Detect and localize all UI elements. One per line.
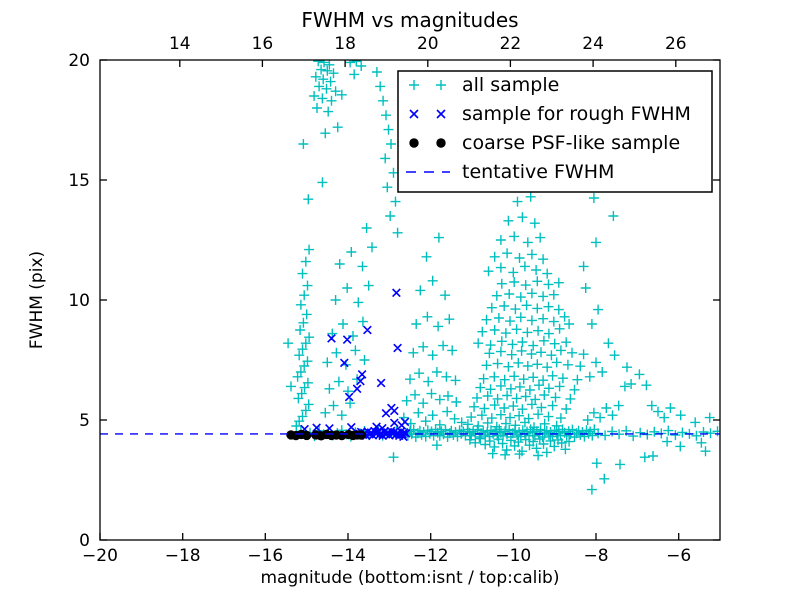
legend-dot-marker-icon bbox=[436, 138, 446, 148]
legend-entry: all sample bbox=[409, 74, 559, 96]
x-tick-label-bottom: −20 bbox=[82, 546, 118, 566]
x-tick-label-bottom: −14 bbox=[330, 546, 366, 566]
x-tick-label-top: 18 bbox=[334, 34, 356, 54]
x-tick-label-bottom: −16 bbox=[247, 546, 283, 566]
coarse-psf-points bbox=[286, 429, 366, 441]
x-tick-label-bottom: −8 bbox=[583, 546, 608, 566]
legend-label: coarse PSF-like sample bbox=[462, 132, 680, 154]
legend-plus-marker-icon bbox=[409, 80, 419, 90]
y-tick-label: 15 bbox=[68, 171, 90, 191]
x-tick-label-top: 16 bbox=[252, 34, 274, 54]
legend-box bbox=[397, 70, 713, 193]
legend-label: all sample bbox=[462, 74, 559, 96]
x-tick-label-bottom: −10 bbox=[495, 546, 531, 566]
legend-entry: sample for rough FWHM bbox=[409, 103, 691, 125]
x-tick-label-top: 22 bbox=[500, 34, 522, 54]
legend-x-marker-icon bbox=[409, 109, 419, 119]
legend-entry: coarse PSF-like sample bbox=[409, 132, 680, 154]
legend: all sample sample for rough FWHM coarse PS… bbox=[397, 70, 713, 193]
x-tick-label-bottom: −6 bbox=[666, 546, 691, 566]
x-axis-label: magnitude (bottom:isnt / top:calib) bbox=[261, 568, 560, 588]
psf-dot bbox=[302, 430, 312, 441]
legend-dot-marker-icon bbox=[409, 138, 419, 148]
x-tick-label-top: 26 bbox=[665, 34, 687, 54]
legend-x-marker-icon bbox=[436, 109, 446, 119]
chart-title: FWHM vs magnitudes bbox=[301, 8, 518, 32]
legend-plus-marker-icon bbox=[436, 80, 446, 90]
x-tick-label-top: 20 bbox=[417, 34, 439, 54]
legend-label: tentative FWHM bbox=[462, 161, 614, 183]
x-tick-label-bottom: −12 bbox=[413, 546, 449, 566]
y-axis-label: FWHM (pix) bbox=[27, 251, 47, 349]
y-tick-label: 10 bbox=[68, 291, 90, 311]
x-tick-label-top: 24 bbox=[582, 34, 604, 54]
y-tick-label: 20 bbox=[68, 51, 90, 71]
x-tick-label-top: 14 bbox=[169, 34, 191, 54]
y-tick-label: 0 bbox=[79, 531, 90, 551]
y-tick-label: 5 bbox=[79, 411, 90, 431]
axis-ticks-layer: −20 −18 −16 −14 −12 −10 −8 −6 14 16 18 20 22 24 26 0 5 10… bbox=[68, 34, 720, 566]
legend-entry: tentative FWHM bbox=[406, 161, 614, 183]
psf-dot bbox=[356, 430, 366, 440]
x-tick-label-bottom: −18 bbox=[165, 546, 201, 566]
legend-label: sample for rough FWHM bbox=[462, 103, 691, 125]
